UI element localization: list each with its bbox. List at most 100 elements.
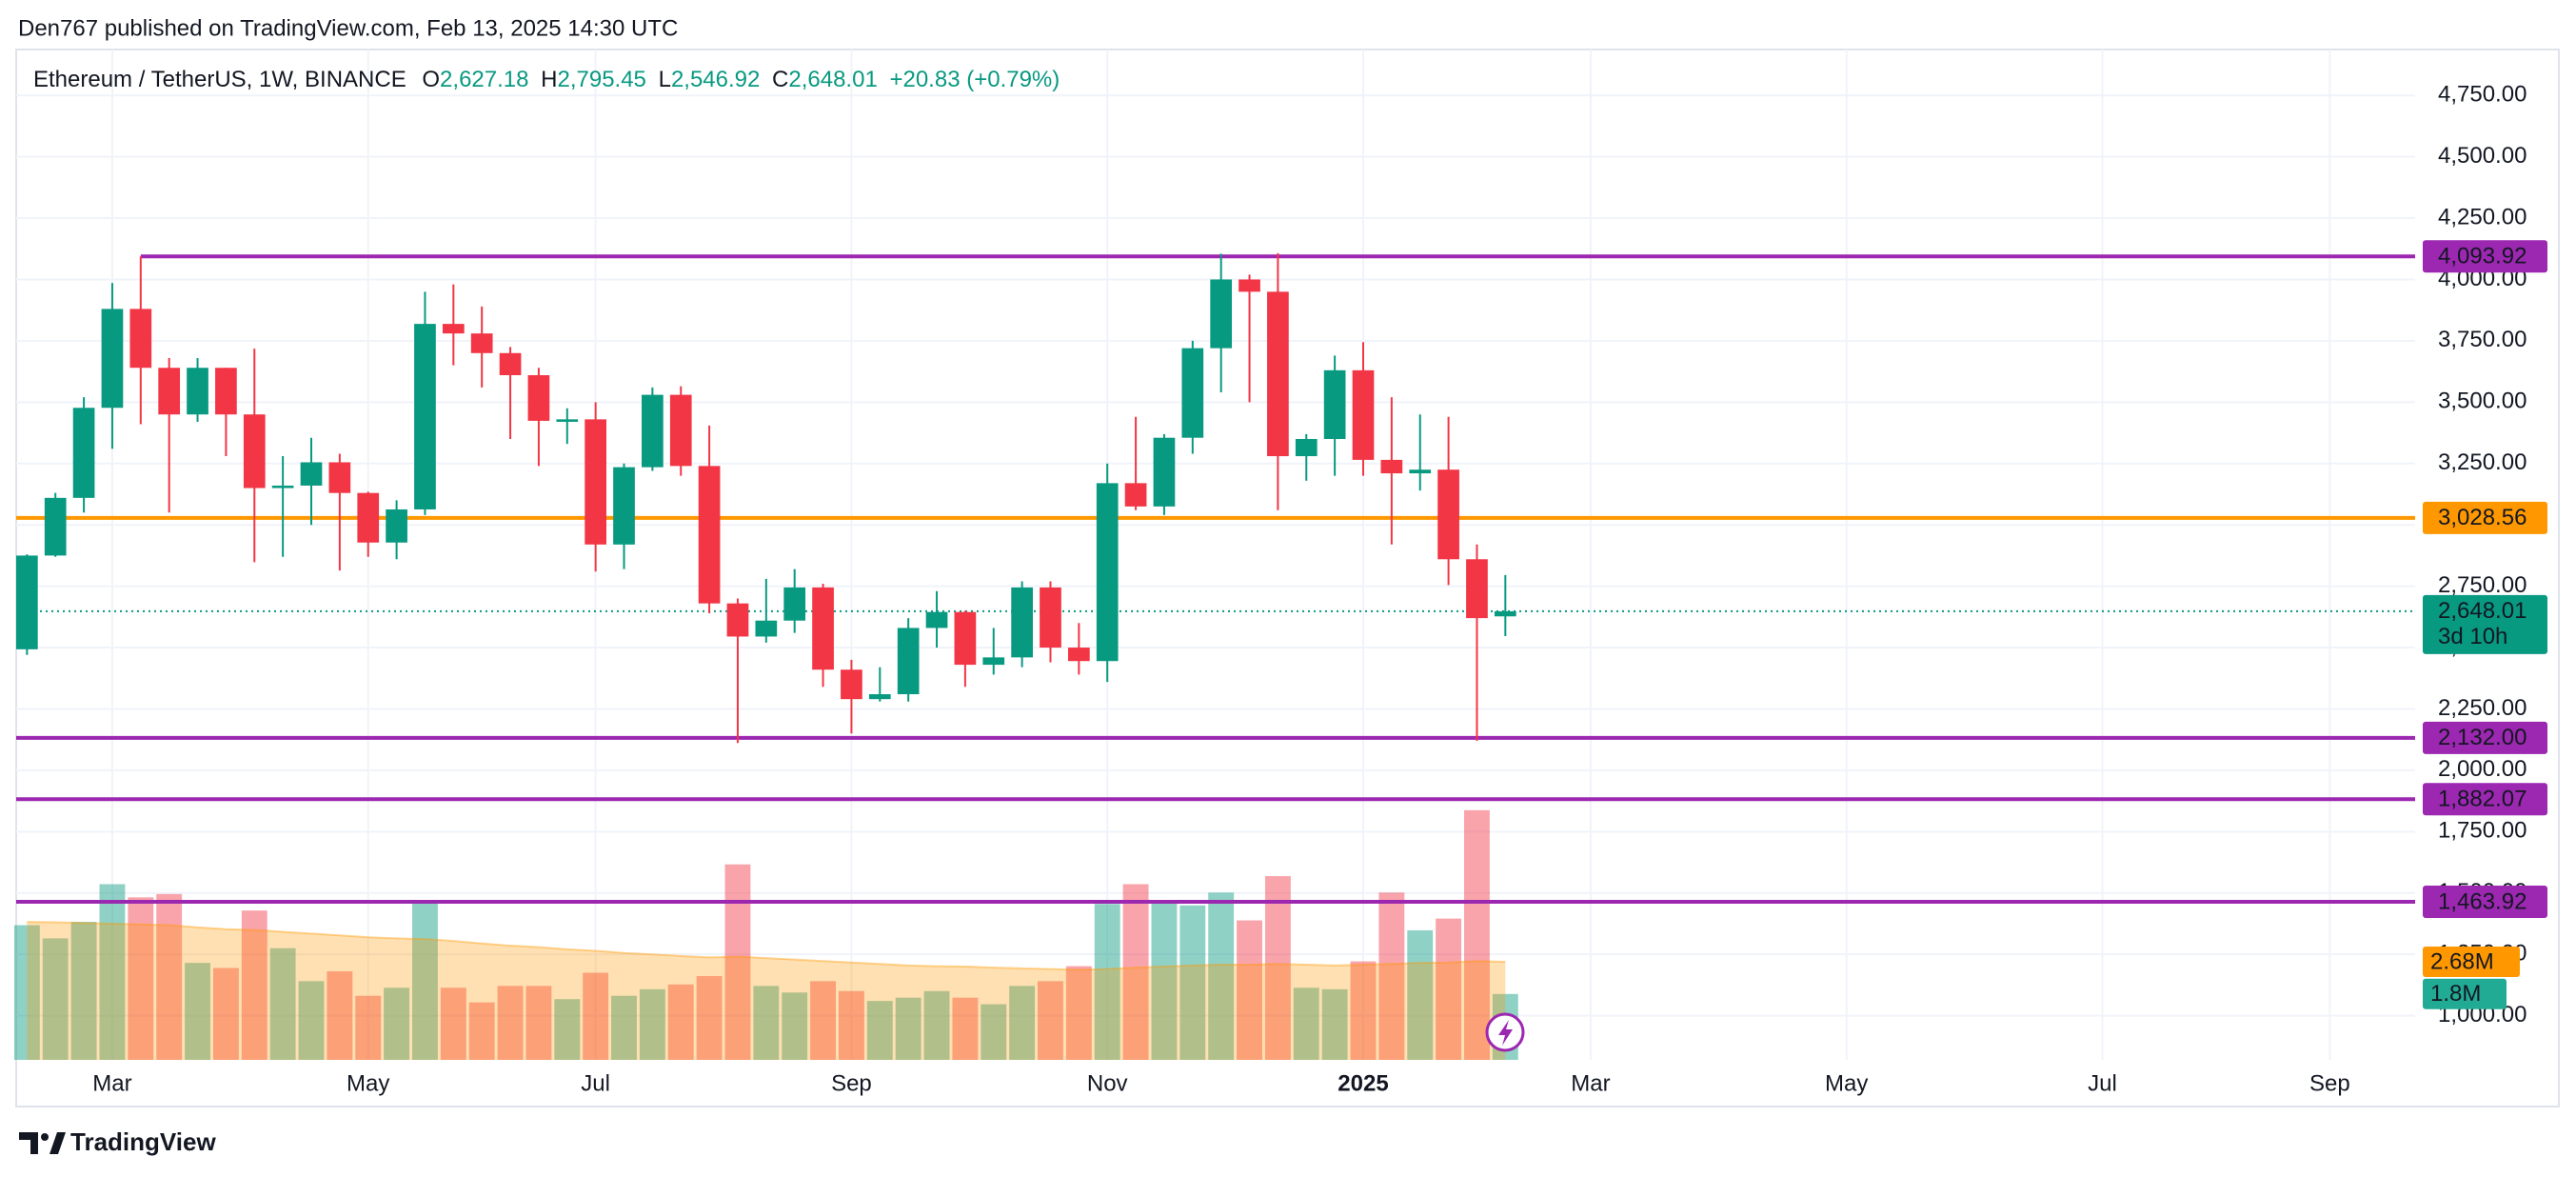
- volume-bar: [1264, 876, 1291, 1060]
- volume-bar: [1321, 988, 1348, 1060]
- candle-body: [868, 694, 891, 700]
- volume-bar: [412, 900, 438, 1060]
- candle-body: [613, 467, 635, 545]
- y-tick-label: 2,000.00: [2438, 756, 2526, 782]
- logo-mark: [50, 1132, 66, 1154]
- volume-bar: [810, 981, 837, 1060]
- volume-bar: [327, 970, 353, 1060]
- ohlc-value: 2,648.01: [788, 67, 877, 92]
- candle-body: [499, 352, 522, 375]
- candle-body: [726, 603, 749, 637]
- candle-body: [982, 657, 1005, 666]
- x-tick-label: 2025: [1338, 1070, 1388, 1096]
- candle-body: [1409, 469, 1432, 474]
- candles: [16, 252, 1516, 744]
- volume-bar: [298, 981, 325, 1060]
- candle-body: [642, 394, 664, 468]
- candle-body: [101, 309, 124, 409]
- candle-body: [1323, 369, 1346, 439]
- candle-body: [698, 466, 721, 604]
- x-tick-label: Mar: [1571, 1070, 1610, 1096]
- logo-mark: [19, 1132, 38, 1154]
- level-label: 3,028.56: [2438, 505, 2526, 530]
- last-price-badge: [2423, 594, 2547, 654]
- y-tick-label: 4,250.00: [2438, 204, 2526, 229]
- candle-body: [841, 669, 862, 700]
- volume-bar: [1179, 905, 1206, 1060]
- candle-body: [129, 309, 152, 369]
- ohlc-key: H: [541, 67, 557, 92]
- candle-body: [1466, 559, 1488, 619]
- x-tick-label: Sep: [2309, 1070, 2350, 1096]
- x-tick-label: Jul: [2088, 1070, 2117, 1096]
- level-badge: [2423, 240, 2547, 273]
- x-tick-label: May: [347, 1070, 389, 1096]
- level-badge: [2423, 783, 2547, 816]
- candle-body: [755, 620, 778, 637]
- volume-bar: [1436, 918, 1462, 1060]
- volume-bar: [185, 963, 210, 1060]
- candle-body: [328, 462, 351, 493]
- level-label: 1,463.92: [2438, 888, 2526, 914]
- volume-bar: [952, 997, 979, 1060]
- candle-body: [1210, 279, 1233, 349]
- candle-body: [1124, 483, 1147, 507]
- x-tick-label: May: [1825, 1070, 1868, 1096]
- candle-body: [1267, 291, 1289, 457]
- candle-body: [470, 333, 493, 353]
- candle-body: [44, 497, 67, 556]
- candle-body: [527, 374, 550, 421]
- volume-bar: [554, 999, 581, 1060]
- volume-bar: [981, 1004, 1007, 1060]
- candle-body: [414, 324, 436, 509]
- volume-panel: [13, 809, 1518, 1060]
- volume-bar: [1122, 884, 1149, 1060]
- y-tick-label: 1,750.00: [2438, 818, 2526, 844]
- legend: Ethereum / TetherUS, 1W, BINANCE O2,627.…: [33, 67, 1060, 92]
- publisher: Den767 published on TradingView.com, Feb…: [18, 15, 678, 41]
- candle-body: [1181, 348, 1204, 438]
- x-tick-label: Sep: [831, 1070, 872, 1096]
- level-badge: [2423, 721, 2547, 754]
- candle-body: [16, 555, 38, 649]
- candle-body: [925, 611, 948, 628]
- candle-body: [72, 408, 95, 498]
- volume-bar: [70, 922, 97, 1060]
- volume-bar: [782, 992, 808, 1060]
- volume-bar: [923, 990, 950, 1060]
- candle-body: [158, 368, 181, 415]
- volume-bar: [355, 995, 382, 1060]
- y-tick-label: 3,250.00: [2438, 449, 2526, 475]
- volume-bar: [42, 938, 69, 1060]
- candle-body: [585, 419, 606, 545]
- candle-body: [1011, 587, 1033, 658]
- candle-body: [300, 462, 323, 486]
- volume-bar: [753, 986, 780, 1060]
- volume-bar: [212, 968, 239, 1060]
- volume-bar: [1237, 920, 1262, 1060]
- level-badge: [2423, 886, 2547, 919]
- volume-bar: [384, 987, 410, 1060]
- candle-body: [1153, 437, 1176, 507]
- volume-ma-line: [27, 921, 1506, 971]
- y-tick-label: 4,750.00: [2438, 82, 2526, 108]
- volume-bar: [525, 986, 552, 1060]
- volume-bar: [128, 897, 154, 1060]
- volume-bar: [156, 893, 183, 1060]
- ohlc-value: 2,627.18: [440, 67, 528, 92]
- y-tick-label: 2,750.00: [2438, 572, 2526, 598]
- candle-body: [442, 324, 465, 334]
- volume-bar: [1009, 986, 1036, 1060]
- ohlc-value: 2,795.45: [557, 67, 645, 92]
- volume-bar: [838, 990, 864, 1060]
- x-tick-label: Nov: [1087, 1070, 1128, 1096]
- candle-body: [271, 485, 294, 489]
- badges: 4,093.92 3,028.56 2,132.00 1,882.07 1,463.92…: [2423, 240, 2547, 1009]
- volume-bar: [1094, 904, 1120, 1060]
- volume-bar: [1065, 966, 1092, 1060]
- volume-bar: [1464, 809, 1490, 1060]
- volume-bar: [667, 984, 694, 1060]
- volume-bar: [1407, 929, 1434, 1060]
- candle-body: [187, 368, 208, 415]
